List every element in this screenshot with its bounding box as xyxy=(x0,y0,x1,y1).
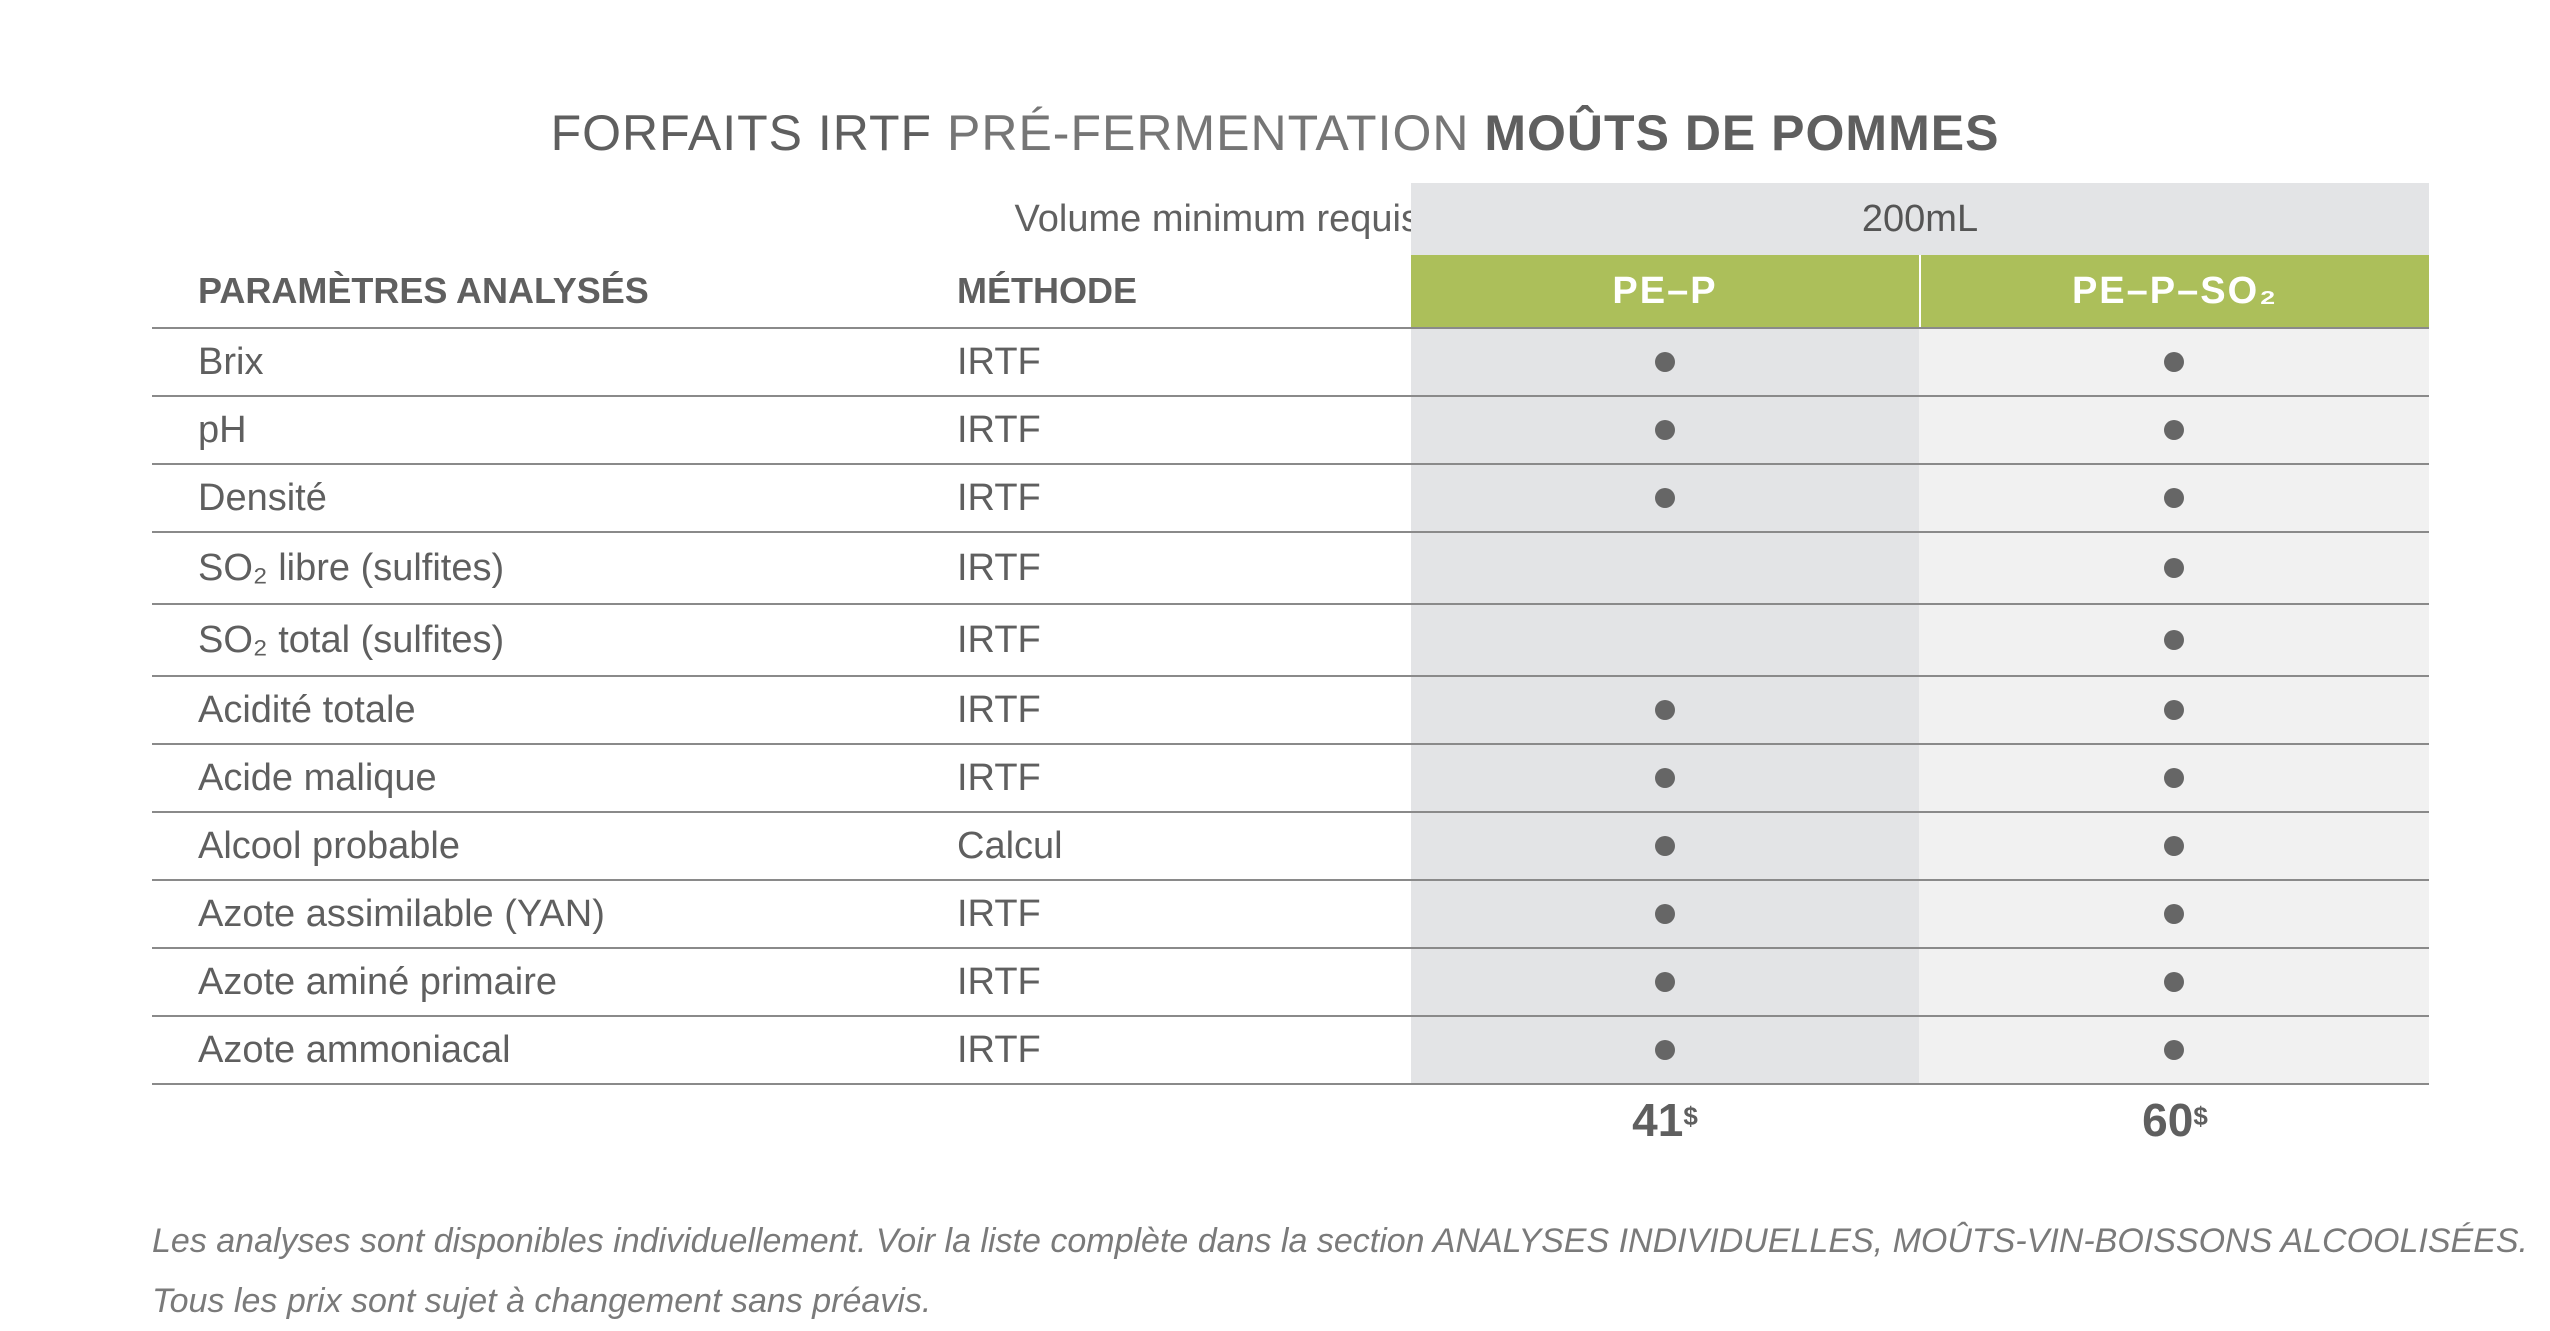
included-dot-icon xyxy=(2164,420,2184,440)
included-dot-icon xyxy=(2164,836,2184,856)
table-row: pH IRTF xyxy=(152,397,2429,465)
cell-package-pe-p xyxy=(1411,677,1919,743)
included-dot-icon xyxy=(2164,488,2184,508)
cell-method: IRTF xyxy=(957,1029,1041,1071)
header-package-pe-p-so2: PE–P–SO₂ xyxy=(1921,255,2429,327)
included-dot-icon xyxy=(1655,972,1675,992)
included-dot-icon xyxy=(2164,972,2184,992)
price-value: 60 xyxy=(2142,1094,2194,1146)
included-dot-icon xyxy=(1655,768,1675,788)
included-dot-icon xyxy=(2164,558,2184,578)
table-header: PARAMÈTRES ANALYSÉS MÉTHODE PE–P PE–P–SO… xyxy=(152,255,2429,329)
cell-package-pe-p-so2 xyxy=(1919,1017,2429,1083)
table-row: Acidité totale IRTF xyxy=(152,677,2429,745)
currency-symbol: $ xyxy=(1683,1101,1698,1131)
cell-package-pe-p xyxy=(1411,813,1919,879)
cell-method: IRTF xyxy=(957,477,1041,519)
cell-package-pe-p-so2 xyxy=(1919,605,2429,675)
included-dot-icon xyxy=(2164,352,2184,372)
cell-method: IRTF xyxy=(957,757,1041,799)
cell-package-pe-p xyxy=(1411,465,1919,531)
cell-package-pe-p-so2 xyxy=(1919,397,2429,463)
table-row: Azote ammoniacal IRTF xyxy=(152,1017,2429,1085)
cell-parameter: Brix xyxy=(198,341,264,383)
table-row: Acide malique IRTF xyxy=(152,745,2429,813)
table-row: Azote assimilable (YAN) IRTF xyxy=(152,881,2429,949)
table-row: Brix IRTF xyxy=(152,329,2429,397)
cell-method: IRTF xyxy=(957,893,1041,935)
price-package-pe-p: 41$ xyxy=(1411,1085,1919,1155)
cell-package-pe-p-so2 xyxy=(1919,881,2429,947)
included-dot-icon xyxy=(1655,700,1675,720)
cell-parameter: Azote assimilable (YAN) xyxy=(198,893,605,935)
cell-parameter: Alcool probable xyxy=(198,825,460,867)
included-dot-icon xyxy=(1655,420,1675,440)
cell-package-pe-p xyxy=(1411,533,1919,603)
cell-package-pe-p-so2 xyxy=(1919,533,2429,603)
cell-parameter: Acidité totale xyxy=(198,689,416,731)
table-row: Densité IRTF xyxy=(152,465,2429,533)
cell-package-pe-p xyxy=(1411,881,1919,947)
included-dot-icon xyxy=(2164,630,2184,650)
table-row: Alcool probable Calcul xyxy=(152,813,2429,881)
cell-package-pe-p-so2 xyxy=(1919,329,2429,395)
included-dot-icon xyxy=(1655,352,1675,372)
price-value: 41 xyxy=(1632,1094,1684,1146)
table-row: SO₂ total (sulfites) IRTF xyxy=(152,605,2429,677)
cell-parameter: Azote aminé primaire xyxy=(198,961,558,1003)
cell-package-pe-p-so2 xyxy=(1919,677,2429,743)
cell-package-pe-p-so2 xyxy=(1919,949,2429,1015)
cell-parameter: pH xyxy=(198,409,247,451)
cell-parameter: Densité xyxy=(198,477,327,519)
title-part-irtf: FORFAITS IRTF xyxy=(550,105,933,161)
header-method: MÉTHODE xyxy=(957,270,1137,311)
included-dot-icon xyxy=(2164,700,2184,720)
included-dot-icon xyxy=(2164,768,2184,788)
volume-value: 200mL xyxy=(1411,183,2429,255)
title-part-product: MOÛTS DE POMMES xyxy=(1484,105,2000,161)
included-dot-icon xyxy=(2164,1040,2184,1060)
table-row: SO₂ libre (sulfites) IRTF xyxy=(152,533,2429,605)
price-row: 41$ 60$ xyxy=(152,1085,2429,1155)
cell-package-pe-p xyxy=(1411,605,1919,675)
page-title: FORFAITS IRTF PRÉ-FERMENTATION MOÛTS DE … xyxy=(0,98,2550,168)
cell-parameter: SO₂ libre (sulfites) xyxy=(198,547,505,589)
cell-method: IRTF xyxy=(957,619,1041,661)
cell-method: IRTF xyxy=(957,409,1041,451)
cell-method: IRTF xyxy=(957,341,1041,383)
price-package-pe-p-so2: 60$ xyxy=(1921,1085,2429,1155)
header-package-pe-p: PE–P xyxy=(1411,255,1919,327)
cell-package-pe-p-so2 xyxy=(1919,465,2429,531)
cell-parameter: Azote ammoniacal xyxy=(198,1029,511,1071)
cell-package-pe-p-so2 xyxy=(1919,813,2429,879)
included-dot-icon xyxy=(2164,904,2184,924)
header-parameter: PARAMÈTRES ANALYSÉS xyxy=(198,270,649,311)
cell-method: IRTF xyxy=(957,689,1041,731)
volume-label: Volume minimum requis xyxy=(1014,198,1420,240)
cell-package-pe-p-so2 xyxy=(1919,745,2429,811)
cell-method: Calcul xyxy=(957,825,1063,867)
title-part-prefermentation: PRÉ-FERMENTATION xyxy=(947,105,1470,161)
cell-parameter: SO₂ total (sulfites) xyxy=(198,619,505,661)
cell-method: IRTF xyxy=(957,547,1041,589)
cell-package-pe-p xyxy=(1411,329,1919,395)
packages-table: Volume minimum requis 200mL PARAMÈTRES A… xyxy=(152,183,2429,1155)
currency-symbol: $ xyxy=(2193,1101,2208,1131)
cell-package-pe-p xyxy=(1411,397,1919,463)
cell-parameter: Acide malique xyxy=(198,757,437,799)
cell-method: IRTF xyxy=(957,961,1041,1003)
note-availability: Les analyses sont disponibles individuel… xyxy=(152,1222,2528,1260)
table-row: Azote aminé primaire IRTF xyxy=(152,949,2429,1017)
cell-package-pe-p xyxy=(1411,949,1919,1015)
included-dot-icon xyxy=(1655,488,1675,508)
note-price-disclaimer: Tous les prix sont sujet à changement sa… xyxy=(152,1282,932,1320)
included-dot-icon xyxy=(1655,904,1675,924)
cell-package-pe-p xyxy=(1411,1017,1919,1083)
included-dot-icon xyxy=(1655,836,1675,856)
table-body: Brix IRTF pH IRTF Densité IRTF SO₂ libre (sulf… xyxy=(152,329,2429,1085)
included-dot-icon xyxy=(1655,1040,1675,1060)
volume-row: Volume minimum requis 200mL xyxy=(152,183,2429,255)
cell-package-pe-p xyxy=(1411,745,1919,811)
